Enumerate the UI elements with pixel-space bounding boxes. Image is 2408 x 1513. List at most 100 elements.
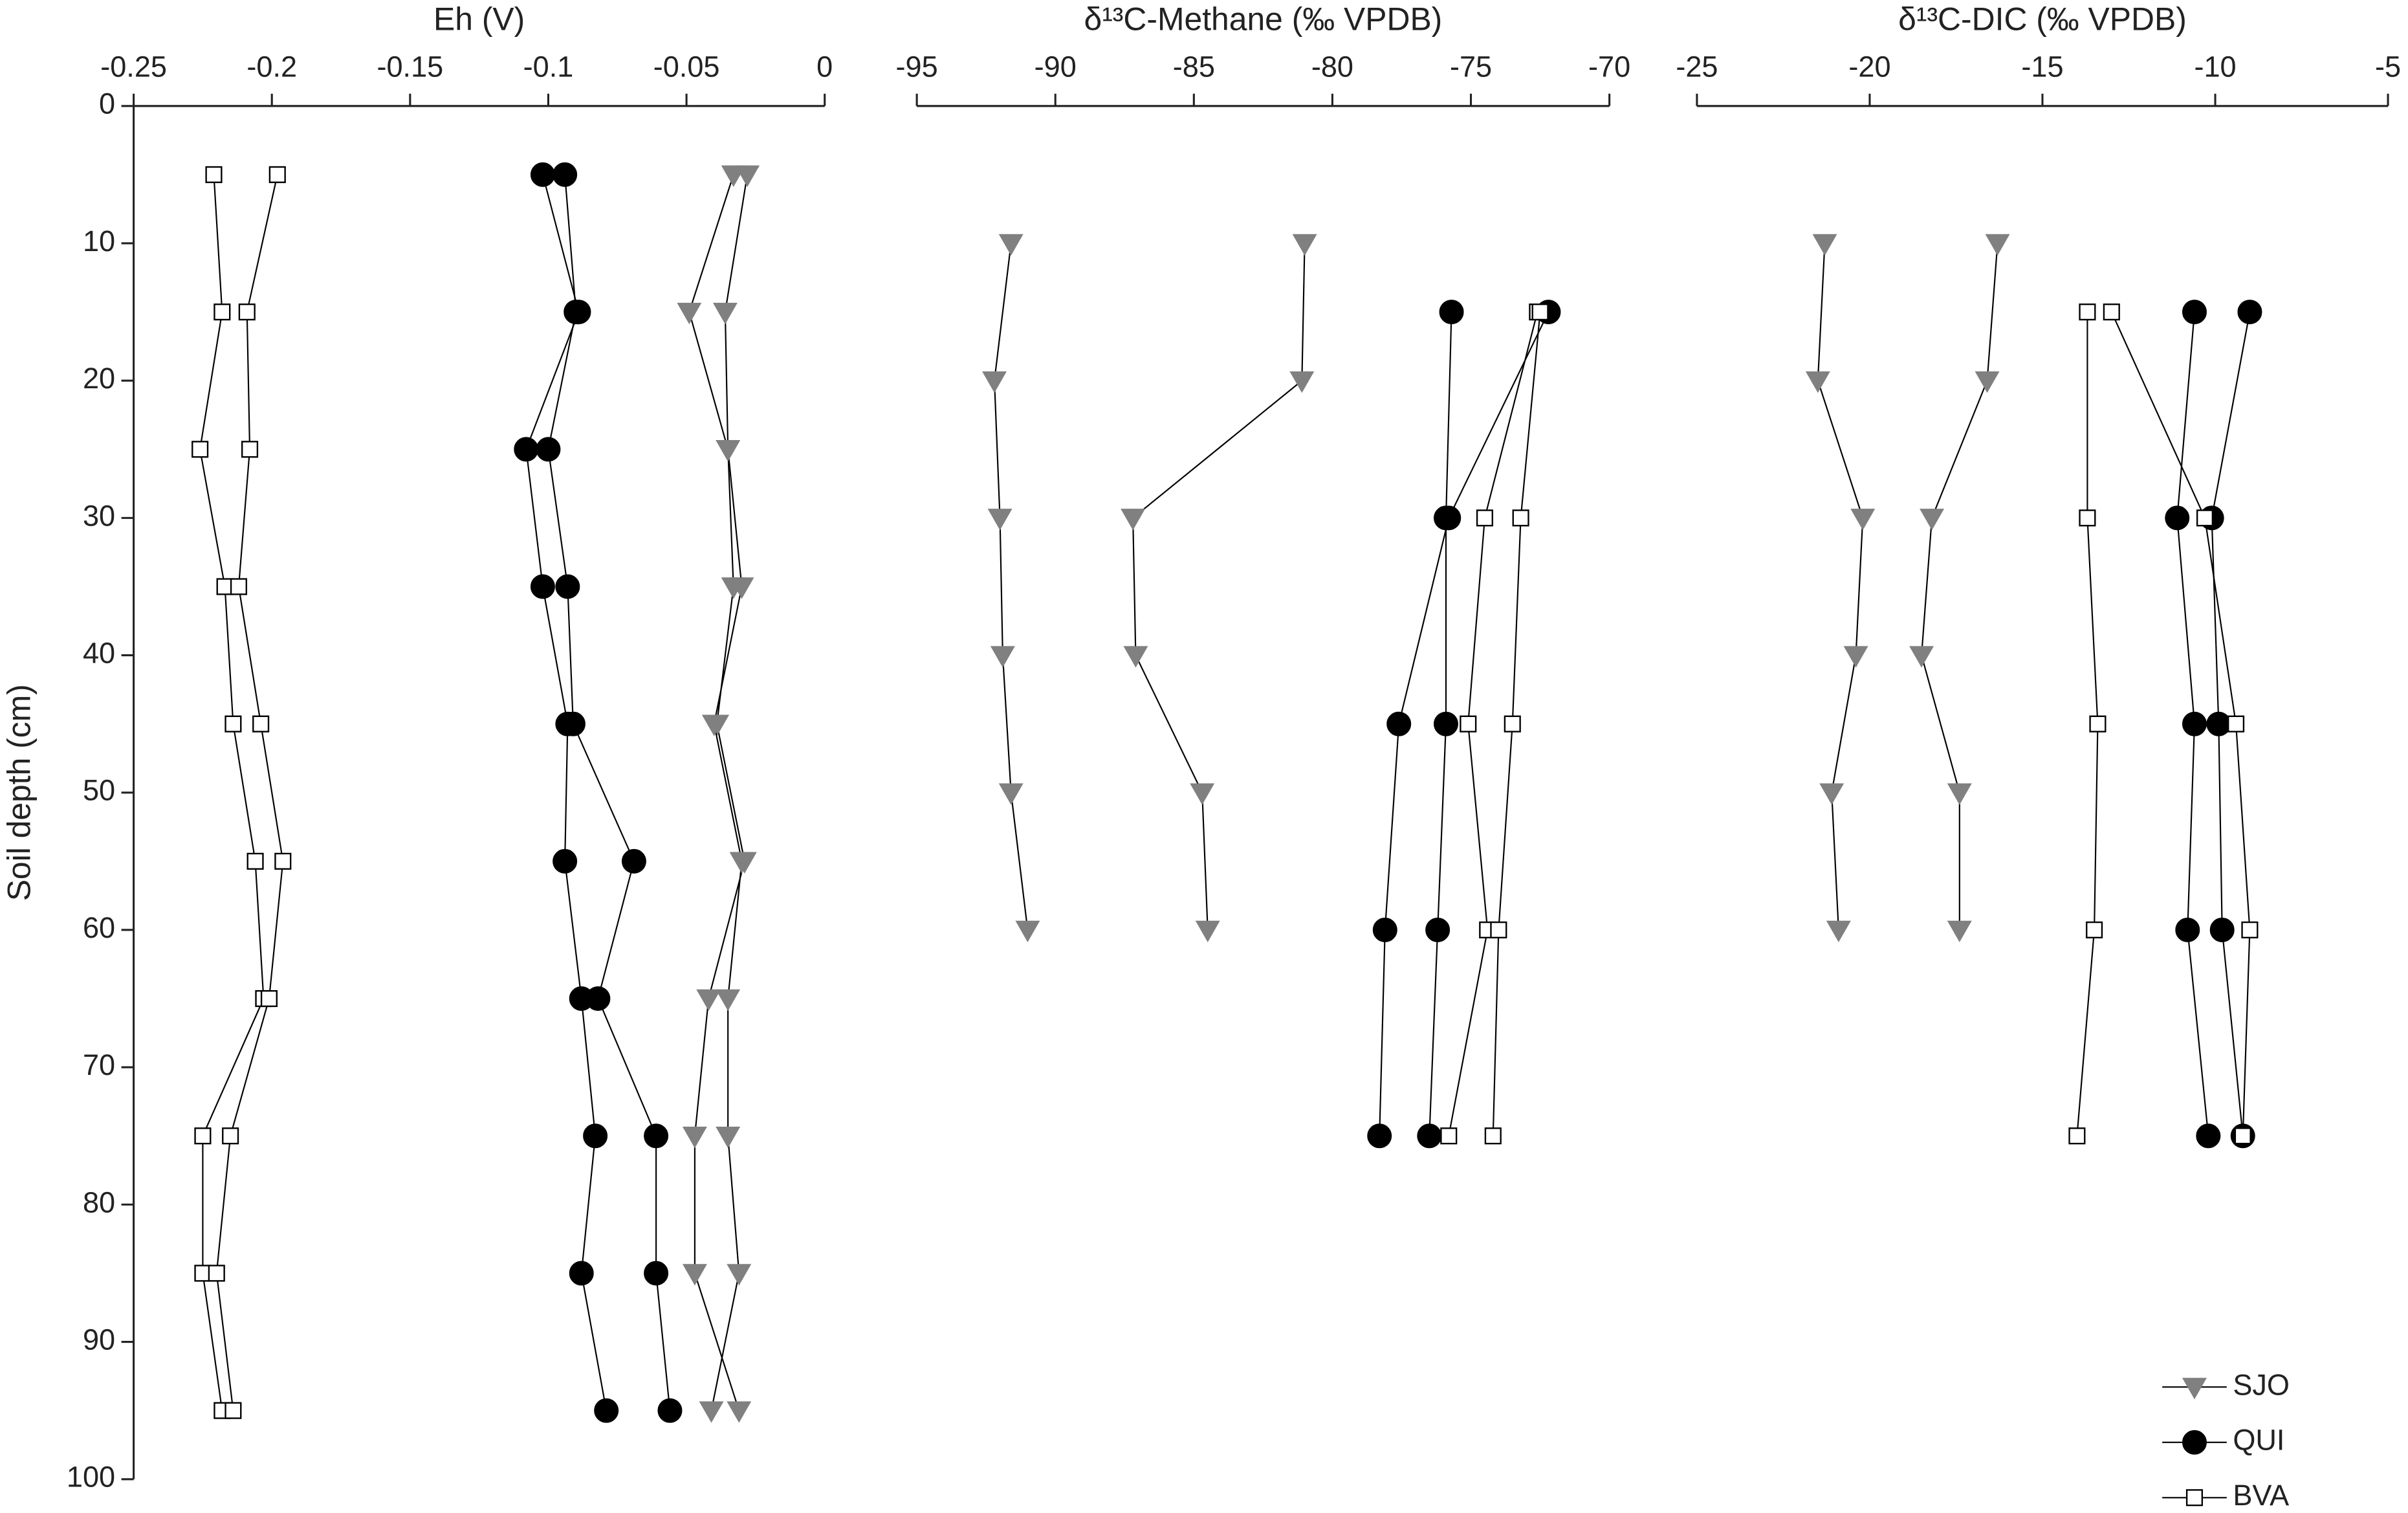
marker xyxy=(1947,783,1972,805)
marker xyxy=(530,574,555,599)
marker xyxy=(246,852,264,870)
marker xyxy=(1289,371,1315,393)
marker xyxy=(1812,234,1837,256)
marker xyxy=(555,574,580,599)
marker xyxy=(1843,646,1868,668)
marker xyxy=(1490,921,1507,939)
marker xyxy=(1425,917,1450,942)
marker xyxy=(716,440,741,462)
marker xyxy=(712,302,738,325)
marker xyxy=(982,371,1007,393)
marker xyxy=(644,1261,669,1286)
marker xyxy=(238,304,256,321)
marker xyxy=(2103,304,2120,321)
legend-marker xyxy=(2182,1378,2207,1400)
x-tick-label: -80 xyxy=(1311,50,1353,83)
marker xyxy=(252,715,270,733)
legend-marker xyxy=(2185,1489,2204,1507)
marker xyxy=(621,848,646,874)
panel-title: δ¹³C-Methane (‰ VPDB) xyxy=(1084,1,1442,37)
profile-line xyxy=(1920,243,1998,930)
marker xyxy=(682,1127,707,1149)
marker xyxy=(1460,715,1477,733)
y-tick-label: 0 xyxy=(99,87,115,120)
marker xyxy=(2196,509,2214,527)
marker xyxy=(1975,371,2000,393)
marker xyxy=(699,1401,724,1423)
profile-line xyxy=(547,174,671,1411)
x-tick-label: -15 xyxy=(2021,50,2063,83)
x-tick-label: -0.2 xyxy=(246,50,297,83)
marker xyxy=(2086,921,2103,939)
marker xyxy=(1123,646,1148,668)
y-tick-label: 30 xyxy=(83,499,115,532)
marker xyxy=(644,1123,669,1149)
marker xyxy=(564,300,589,325)
marker xyxy=(2165,505,2190,531)
x-tick-label: -90 xyxy=(1034,50,1077,83)
marker xyxy=(594,1398,619,1423)
marker xyxy=(1504,715,1521,733)
profile-line xyxy=(215,174,284,1411)
marker xyxy=(1440,1127,1458,1145)
y-tick-label: 40 xyxy=(83,636,115,669)
marker xyxy=(1826,920,1851,942)
x-tick-label: -0.1 xyxy=(523,50,574,83)
marker xyxy=(735,165,760,187)
y-tick-label: 80 xyxy=(83,1186,115,1219)
marker xyxy=(2182,711,2207,736)
y-tick-label: 20 xyxy=(83,362,115,395)
marker xyxy=(1436,505,1461,531)
x-tick-label: -0.05 xyxy=(653,50,720,83)
legend-label: QUI xyxy=(2233,1424,2284,1457)
marker xyxy=(1531,304,1549,321)
marker xyxy=(677,302,702,325)
marker xyxy=(514,437,539,462)
x-tick-label: -75 xyxy=(1450,50,1492,83)
marker xyxy=(2079,304,2096,321)
legend-marker xyxy=(2182,1430,2207,1455)
marker xyxy=(2237,300,2262,325)
x-tick-label: -95 xyxy=(896,50,938,83)
marker xyxy=(241,441,259,458)
marker xyxy=(2079,509,2096,527)
profile-line xyxy=(1817,243,1864,931)
marker xyxy=(1484,1127,1502,1145)
marker xyxy=(224,1402,242,1419)
y-axis-label: Soil depth (cm) xyxy=(1,684,37,901)
marker xyxy=(230,578,248,595)
marker xyxy=(1190,783,1215,805)
y-tick-label: 50 xyxy=(83,774,115,807)
profile-line xyxy=(199,174,265,1411)
marker xyxy=(192,441,209,458)
marker xyxy=(2234,1127,2251,1145)
marker xyxy=(560,711,586,736)
marker xyxy=(729,852,754,874)
marker xyxy=(205,166,223,183)
marker xyxy=(208,1265,225,1282)
profile-line xyxy=(1132,243,1306,931)
marker xyxy=(2241,921,2259,939)
marker xyxy=(1367,1123,1392,1149)
marker xyxy=(1439,300,1464,325)
profile-line xyxy=(525,174,607,1411)
marker xyxy=(2089,715,2107,733)
marker xyxy=(1372,917,1397,942)
marker xyxy=(530,162,555,187)
profile-line xyxy=(993,243,1029,931)
x-tick-label: -25 xyxy=(1676,50,1718,83)
marker xyxy=(194,1127,212,1145)
marker xyxy=(213,304,231,321)
x-tick-label: 0 xyxy=(816,50,833,83)
marker xyxy=(1819,783,1844,805)
marker xyxy=(1985,234,2010,256)
y-tick-label: 90 xyxy=(83,1323,115,1356)
marker xyxy=(2206,711,2231,736)
marker xyxy=(1920,509,1945,531)
marker xyxy=(1476,509,1493,527)
marker xyxy=(1195,920,1220,942)
marker xyxy=(583,1123,608,1149)
x-tick-label: -20 xyxy=(1848,50,1890,83)
